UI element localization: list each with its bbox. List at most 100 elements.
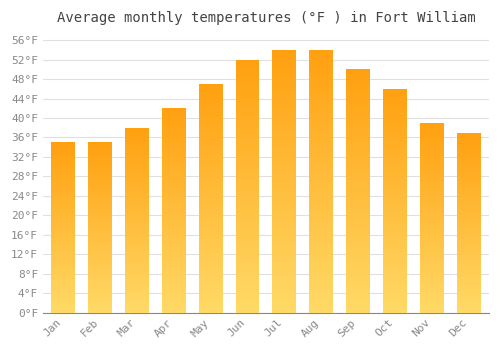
Bar xyxy=(88,263,112,265)
Bar xyxy=(309,194,333,197)
Bar xyxy=(52,158,75,159)
Bar xyxy=(456,170,480,172)
Bar xyxy=(309,100,333,103)
Bar xyxy=(88,251,112,253)
Bar xyxy=(456,165,480,167)
Bar xyxy=(236,287,260,290)
Bar xyxy=(88,238,112,239)
Bar xyxy=(346,218,370,220)
Bar xyxy=(198,242,222,244)
Bar xyxy=(456,201,480,203)
Bar xyxy=(162,286,186,288)
Bar xyxy=(88,261,112,263)
Bar xyxy=(162,253,186,256)
Bar xyxy=(309,279,333,281)
Bar xyxy=(198,269,222,272)
Bar xyxy=(88,279,112,280)
Bar xyxy=(346,291,370,293)
Bar xyxy=(383,158,407,160)
Bar xyxy=(125,159,149,161)
Bar xyxy=(52,268,75,270)
Bar xyxy=(309,221,333,223)
Bar xyxy=(346,164,370,167)
Bar xyxy=(162,296,186,298)
Bar xyxy=(420,233,444,235)
Bar xyxy=(88,158,112,159)
Bar xyxy=(236,298,260,300)
Bar xyxy=(272,166,296,168)
Bar xyxy=(456,275,480,276)
Bar xyxy=(456,224,480,226)
Bar xyxy=(420,231,444,233)
Bar xyxy=(346,179,370,181)
Bar xyxy=(198,123,222,125)
Bar xyxy=(383,152,407,154)
Bar xyxy=(346,310,370,313)
Bar xyxy=(52,279,75,280)
Bar xyxy=(309,52,333,55)
Bar xyxy=(236,259,260,262)
Bar xyxy=(52,166,75,168)
Bar xyxy=(309,292,333,294)
Bar xyxy=(346,172,370,174)
Bar xyxy=(346,69,370,72)
Bar xyxy=(162,221,186,223)
Bar xyxy=(236,270,260,272)
Bar xyxy=(162,276,186,278)
Bar xyxy=(272,150,296,152)
Bar xyxy=(162,274,186,276)
Bar xyxy=(52,253,75,255)
Bar xyxy=(272,221,296,223)
Bar xyxy=(346,77,370,79)
Bar xyxy=(125,187,149,189)
Bar xyxy=(420,184,444,186)
Bar xyxy=(88,299,112,301)
Bar xyxy=(88,270,112,272)
Bar xyxy=(162,223,186,225)
Bar xyxy=(420,267,444,269)
Bar xyxy=(198,226,222,228)
Bar xyxy=(162,200,186,202)
Bar xyxy=(236,247,260,250)
Bar xyxy=(52,219,75,221)
Bar xyxy=(52,153,75,154)
Bar xyxy=(88,192,112,194)
Bar xyxy=(198,134,222,136)
Bar xyxy=(346,250,370,252)
Bar xyxy=(456,284,480,286)
Bar xyxy=(198,212,222,214)
Bar xyxy=(309,158,333,160)
Bar xyxy=(383,270,407,272)
Bar xyxy=(162,161,186,163)
Bar xyxy=(52,185,75,187)
Bar xyxy=(88,154,112,156)
Bar xyxy=(198,287,222,290)
Bar xyxy=(198,187,222,189)
Bar xyxy=(383,116,407,118)
Bar xyxy=(420,163,444,164)
Bar xyxy=(236,80,260,82)
Bar xyxy=(456,152,480,154)
Bar xyxy=(125,220,149,222)
Bar xyxy=(346,186,370,189)
Bar xyxy=(420,244,444,246)
Bar xyxy=(383,91,407,93)
Bar xyxy=(162,149,186,151)
Bar xyxy=(309,231,333,234)
Bar xyxy=(420,294,444,295)
Bar xyxy=(52,192,75,194)
Bar xyxy=(88,216,112,217)
Bar xyxy=(52,209,75,210)
Bar xyxy=(309,108,333,110)
Bar xyxy=(125,145,149,146)
Bar xyxy=(346,286,370,288)
Bar xyxy=(125,172,149,174)
Bar xyxy=(52,285,75,287)
Bar xyxy=(272,105,296,108)
Bar xyxy=(236,141,260,143)
Bar xyxy=(383,306,407,308)
Bar xyxy=(309,208,333,210)
Bar xyxy=(456,235,480,237)
Bar xyxy=(198,109,222,111)
Bar xyxy=(383,225,407,228)
